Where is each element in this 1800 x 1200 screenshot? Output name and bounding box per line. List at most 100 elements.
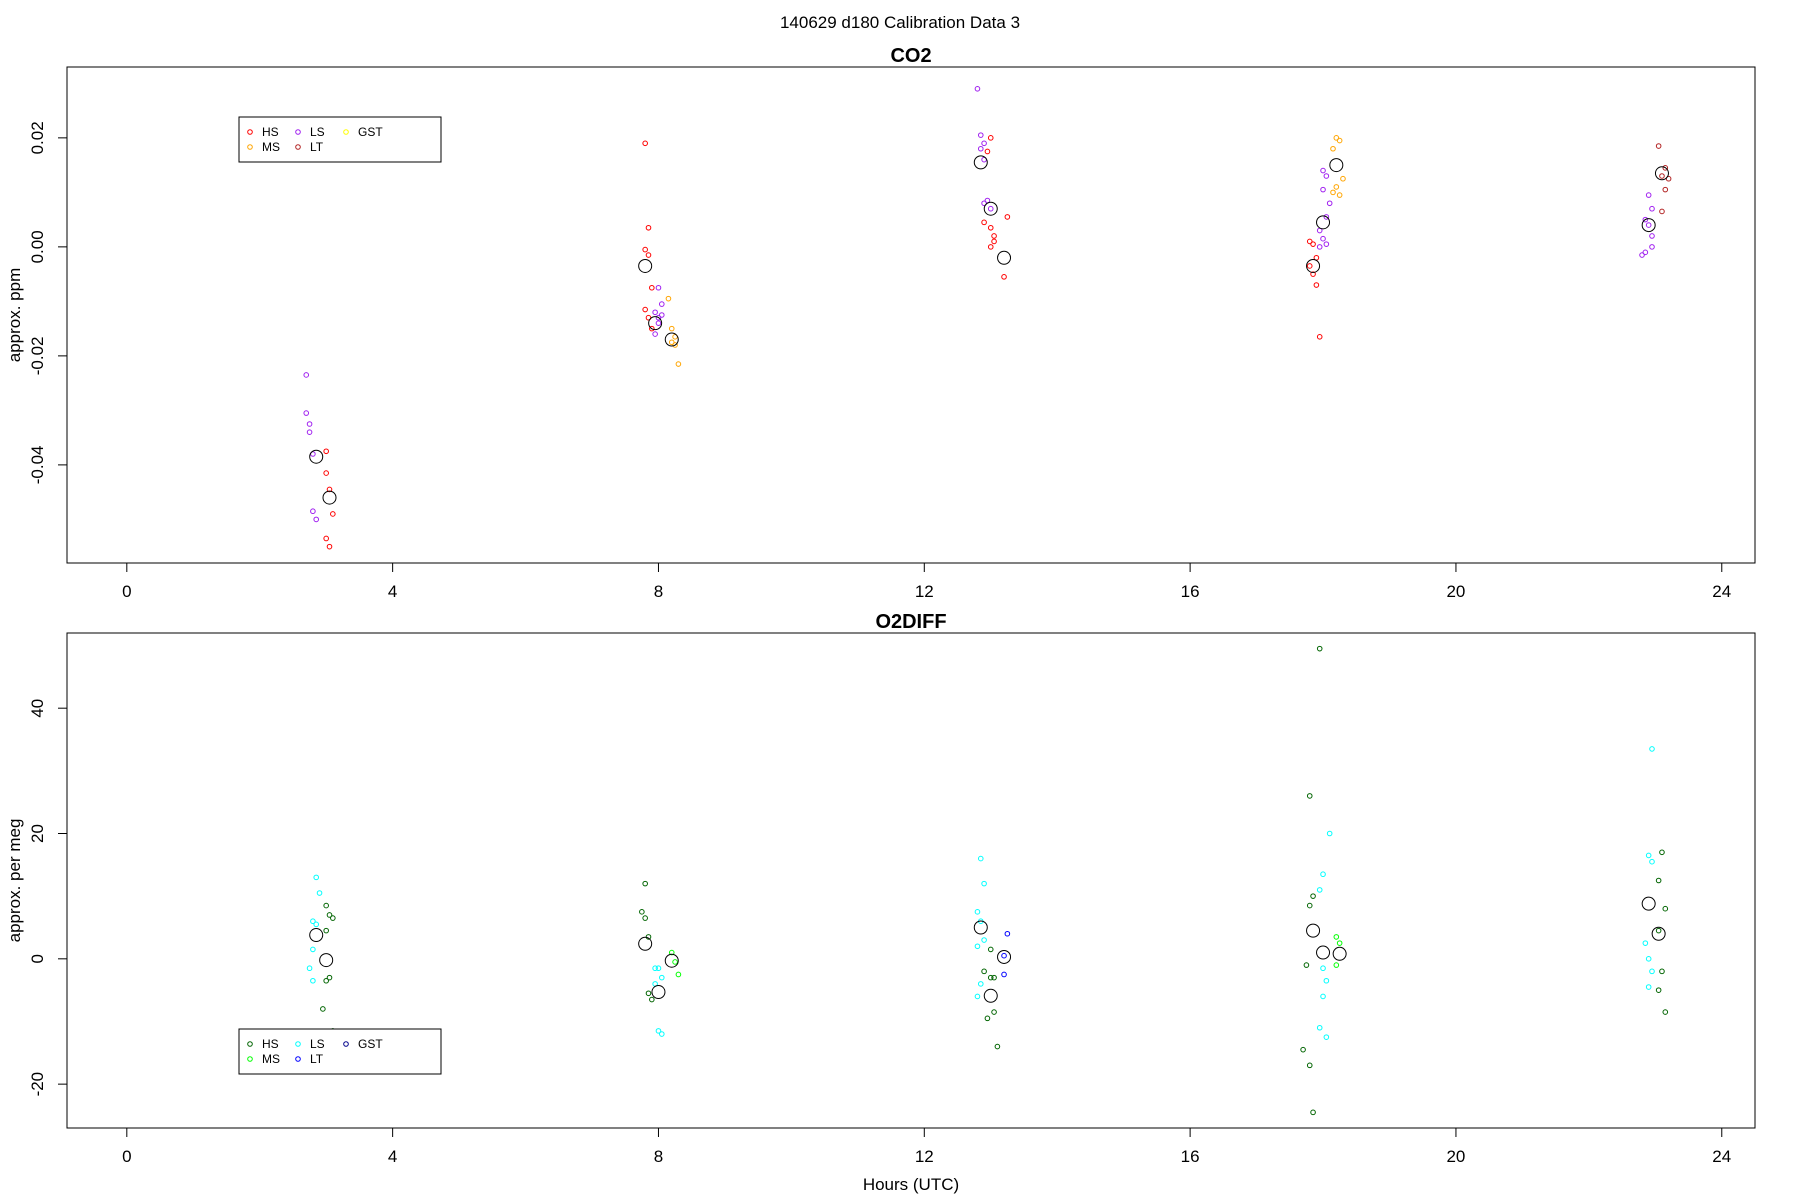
data-point (310, 508, 316, 515)
data-point (672, 959, 678, 965)
legend-label: GST (358, 1037, 383, 1051)
data-point (974, 943, 981, 950)
data-point (977, 145, 984, 152)
data-point (1306, 263, 1313, 269)
data-point (1642, 249, 1649, 256)
data-point (645, 224, 652, 231)
data-point (310, 946, 316, 953)
x-tick-label: 0 (122, 582, 131, 601)
data-point (313, 874, 320, 881)
data-point (655, 320, 662, 326)
data-point (1306, 1062, 1313, 1069)
data-point (1323, 1034, 1330, 1040)
legend-label: HS (262, 1037, 279, 1051)
mean-marker (983, 201, 998, 216)
data-point (320, 1006, 326, 1012)
data-point (1004, 930, 1011, 937)
data-point (1333, 962, 1340, 968)
legend-marker (343, 129, 349, 135)
data-point (1659, 849, 1665, 856)
data-point (303, 372, 310, 378)
y-axis-label: approx. per meg (5, 819, 24, 943)
data-point (330, 915, 336, 921)
data-point (977, 981, 984, 987)
mean-markers (309, 896, 1666, 1003)
mean-marker (664, 332, 679, 347)
data-point (987, 135, 994, 141)
data-point (1300, 1046, 1306, 1053)
mean-marker (1329, 158, 1344, 173)
data-point (306, 421, 313, 427)
mean-marker (1641, 218, 1656, 233)
data-point (1655, 877, 1662, 884)
data-point (652, 309, 658, 316)
data-point (675, 361, 682, 367)
mean-marker (309, 928, 324, 943)
data-point (668, 949, 675, 956)
co2-panel: CO2 0 4 8 12 16 20 24 0.02 0.00 -0.02 -0.04 approx. … (5, 45, 1756, 601)
data-point (1659, 968, 1665, 975)
data-point (1659, 208, 1665, 215)
data-point (1639, 252, 1645, 258)
x-tick-label: 16 (1181, 582, 1200, 601)
legend-marker (247, 144, 253, 150)
panel-title: O2DIFF (875, 611, 946, 633)
x-axis-label: Hours (UTC) (863, 1175, 959, 1194)
data-point (1316, 1024, 1323, 1031)
data-point (1662, 186, 1669, 193)
data-point (1645, 192, 1652, 198)
data-point (981, 140, 987, 147)
y-tick-label: -0.04 (28, 446, 47, 485)
data-point (1649, 244, 1655, 250)
data-point (1330, 189, 1336, 196)
y-tick-label: -20 (28, 1072, 47, 1097)
y-tick-label: 20 (28, 824, 47, 843)
legend-marker (247, 129, 253, 135)
data-point (1320, 235, 1326, 242)
data-point (1645, 852, 1652, 859)
data-point (326, 912, 333, 918)
data-point (1649, 233, 1655, 239)
data-point (1655, 927, 1662, 934)
data-point (1649, 746, 1655, 752)
data-point (658, 1031, 665, 1037)
data-point (1323, 977, 1330, 984)
mean-marker (638, 258, 653, 273)
y-tick-label: 0 (28, 954, 47, 963)
mean-marker (1332, 946, 1347, 961)
data-point (1323, 214, 1330, 220)
data-point (1662, 905, 1669, 912)
data-point (1306, 238, 1313, 245)
data-point (310, 918, 316, 925)
data-point (665, 295, 672, 302)
x-tick-label: 8 (654, 1147, 663, 1166)
mean-marker (997, 949, 1012, 964)
data-point (1320, 993, 1326, 1000)
data-point (655, 314, 662, 321)
data-point (1310, 1109, 1316, 1116)
legend-label: LS (310, 125, 325, 139)
data-point (1649, 968, 1655, 975)
mean-marker (638, 936, 653, 951)
data-point (1320, 186, 1326, 193)
data-point (655, 284, 662, 291)
data-point (658, 312, 665, 318)
data-point (1336, 940, 1343, 946)
mean-marker (1651, 926, 1666, 941)
data-point (987, 974, 994, 981)
data-point (994, 1043, 1001, 1050)
data-point (1316, 645, 1323, 652)
data-point (326, 543, 333, 550)
data-point (649, 325, 655, 332)
data-point (313, 921, 320, 928)
y-tick-label: 0.00 (28, 230, 47, 263)
data-point (1320, 871, 1326, 878)
data-point (1004, 214, 1011, 220)
data-point (658, 974, 665, 981)
mean-marker (322, 490, 337, 505)
data-point (1306, 902, 1313, 909)
legend-box (238, 1028, 442, 1075)
mean-marker (1316, 215, 1331, 230)
mean-marker (651, 985, 666, 1000)
data-point (1333, 184, 1340, 190)
